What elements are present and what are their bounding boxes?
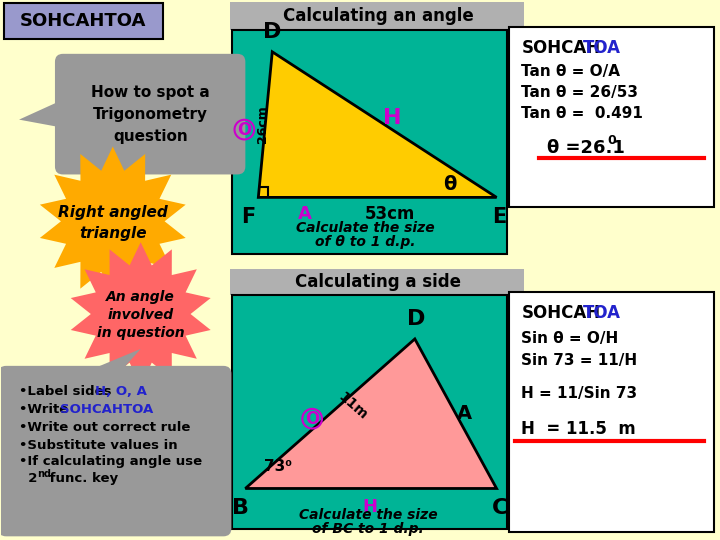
FancyBboxPatch shape xyxy=(508,292,714,532)
Text: An angle
involved
in question: An angle involved in question xyxy=(97,289,184,340)
Text: B: B xyxy=(232,498,249,518)
Polygon shape xyxy=(81,349,140,377)
Text: SOHCAHTOA: SOHCAHTOA xyxy=(19,12,146,30)
Text: A: A xyxy=(457,404,472,423)
Text: D: D xyxy=(407,309,425,329)
Polygon shape xyxy=(71,242,211,386)
Text: A: A xyxy=(298,205,312,224)
Text: Right angled
triangle: Right angled triangle xyxy=(58,205,168,241)
Text: Calculating an angle: Calculating an angle xyxy=(282,7,473,25)
Text: TOA: TOA xyxy=(583,39,621,57)
Text: SOHCAHTOA: SOHCAHTOA xyxy=(60,403,153,416)
FancyBboxPatch shape xyxy=(0,366,231,536)
Text: func. key: func. key xyxy=(45,472,119,485)
Text: H  = 11.5  m: H = 11.5 m xyxy=(521,420,636,437)
Text: •Label sides: •Label sides xyxy=(19,385,116,399)
Text: Tan θ = 26/53: Tan θ = 26/53 xyxy=(521,85,639,100)
Text: TOA: TOA xyxy=(583,304,621,322)
Text: H: H xyxy=(362,498,377,516)
Text: of BC to 1 d.p.: of BC to 1 d.p. xyxy=(312,522,424,536)
Text: Tan θ =  0.491: Tan θ = 0.491 xyxy=(521,106,644,121)
Text: 53cm: 53cm xyxy=(365,205,415,224)
Text: H = 11/Sin 73: H = 11/Sin 73 xyxy=(521,386,638,401)
FancyBboxPatch shape xyxy=(230,269,524,295)
Text: θ =26.1: θ =26.1 xyxy=(547,139,625,157)
Text: •Write out correct rule: •Write out correct rule xyxy=(19,421,190,434)
Text: Calculating a side: Calculating a side xyxy=(295,273,461,291)
Text: nd: nd xyxy=(37,469,50,478)
Text: How to spot a
Trigonometry
question: How to spot a Trigonometry question xyxy=(91,85,210,144)
Text: •If calculating angle use: •If calculating angle use xyxy=(19,455,202,468)
Text: Tan θ = O/A: Tan θ = O/A xyxy=(521,64,621,79)
FancyBboxPatch shape xyxy=(508,27,714,207)
Text: 73⁰: 73⁰ xyxy=(264,459,292,474)
Polygon shape xyxy=(19,100,73,130)
Polygon shape xyxy=(246,339,497,489)
Text: of θ to 1 d.p.: of θ to 1 d.p. xyxy=(315,235,415,249)
Text: 11m: 11m xyxy=(335,389,370,422)
FancyBboxPatch shape xyxy=(55,54,246,174)
Text: Calculate the size: Calculate the size xyxy=(296,221,434,235)
FancyBboxPatch shape xyxy=(233,295,507,529)
Polygon shape xyxy=(40,146,186,296)
Text: F: F xyxy=(241,207,256,227)
Text: O: O xyxy=(305,410,319,428)
FancyBboxPatch shape xyxy=(230,2,524,30)
Text: •Substitute values in: •Substitute values in xyxy=(19,439,178,452)
Text: 0: 0 xyxy=(607,134,616,147)
Text: H, O, A: H, O, A xyxy=(95,385,148,399)
Text: 26cm: 26cm xyxy=(256,106,269,144)
Text: 2: 2 xyxy=(19,472,37,485)
Text: C: C xyxy=(491,498,508,518)
Text: O: O xyxy=(237,120,251,139)
Text: E: E xyxy=(492,207,507,227)
Text: H: H xyxy=(382,107,401,127)
Text: SOHCAH: SOHCAH xyxy=(521,39,600,57)
Text: D: D xyxy=(263,22,282,42)
Text: SOHCAH: SOHCAH xyxy=(521,304,600,322)
FancyBboxPatch shape xyxy=(233,30,507,254)
Text: Sin θ = O/H: Sin θ = O/H xyxy=(521,332,618,347)
Text: •Write: •Write xyxy=(19,403,73,416)
FancyBboxPatch shape xyxy=(4,3,163,39)
Text: θ: θ xyxy=(443,175,456,194)
Text: Sin 73 = 11/H: Sin 73 = 11/H xyxy=(521,353,638,368)
Text: Calculate the size: Calculate the size xyxy=(299,509,437,522)
Polygon shape xyxy=(258,52,497,198)
